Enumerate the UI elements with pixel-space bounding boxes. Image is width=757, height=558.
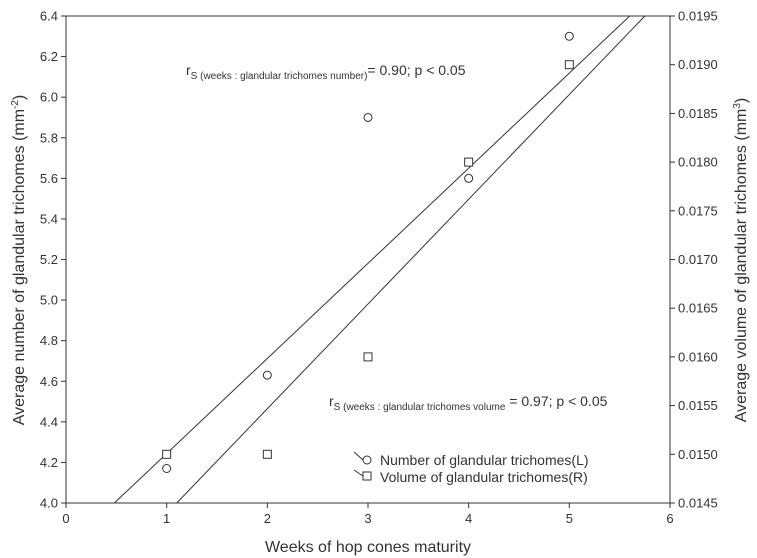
y-tick-label: 4.8 <box>40 333 58 348</box>
x-tick-label: 1 <box>163 511 170 526</box>
x-tick-label: 0 <box>62 511 69 526</box>
y2-tick-label: 0.0150 <box>678 447 718 462</box>
y-tick-label: 4.0 <box>40 496 58 511</box>
x-tick-label: 2 <box>264 511 271 526</box>
regression-line-left <box>113 15 631 504</box>
y-tick-label: 5.8 <box>40 130 58 145</box>
y-axis-left-ticks: 4.0 4.2 4.4 4.6 4.8 5.0 5.2 5.4 5.6 5.8 6.0 6.2 6.4 <box>40 9 66 511</box>
y-tick-label: 6.4 <box>40 9 58 24</box>
y2-tick-label: 0.0195 <box>678 9 718 24</box>
x-tick-label: 5 <box>566 511 573 526</box>
y2-tick-label: 0.0170 <box>678 252 718 267</box>
y-tick-label: 4.4 <box>40 414 58 429</box>
legend-circle-marker <box>362 455 372 465</box>
data-point-circle <box>262 370 272 380</box>
data-point-circle <box>464 173 474 183</box>
y-tick-label: 5.6 <box>40 171 58 186</box>
y-axis-left-title: Average number of glandular trichomes (m… <box>10 95 28 426</box>
legend-square-marker <box>362 471 372 481</box>
legend-line-square <box>353 469 364 477</box>
x-tick-label: 3 <box>364 511 371 526</box>
plot-frame <box>65 15 671 504</box>
data-point-square <box>564 60 574 70</box>
y2-tick-label: 0.0175 <box>678 203 718 218</box>
data-point-circle <box>363 112 373 122</box>
y-tick-label: 4.6 <box>40 374 58 389</box>
legend-line-circle <box>353 451 364 461</box>
y-tick-label: 5.2 <box>40 252 58 267</box>
y-tick-label: 4.2 <box>40 455 58 470</box>
data-point-circle <box>564 31 574 41</box>
x-axis-ticks: 0 1 2 3 4 5 6 <box>62 503 674 526</box>
data-point-square <box>363 352 373 362</box>
y-tick-label: 6.0 <box>40 90 58 105</box>
x-tick-label: 4 <box>465 511 472 526</box>
y2-tick-label: 0.0145 <box>678 496 718 511</box>
legend-label-volume: Volume of glandular trichomes(R) <box>380 469 588 485</box>
y2-tick-label: 0.0185 <box>678 106 718 121</box>
spearman-annotation-number: rS (weeks : glandular trichomes number)=… <box>186 62 466 82</box>
data-point-square <box>262 449 272 459</box>
y2-tick-label: 0.0165 <box>678 301 718 316</box>
data-marks <box>162 31 574 474</box>
x-axis-title: Weeks of hop cones maturity <box>265 539 471 556</box>
data-point-square <box>464 157 474 167</box>
regression-line-right <box>176 15 646 504</box>
legend: Number of glandular trichomes(L) Volume … <box>353 451 589 485</box>
y2-tick-label: 0.0155 <box>678 398 718 413</box>
y2-tick-label: 0.0160 <box>678 349 718 364</box>
y-axis-right-ticks: 0.0145 0.0150 0.0155 0.0160 0.0165 0.0170 0.01… <box>670 9 718 511</box>
legend-label-number: Number of glandular trichomes(L) <box>380 452 589 468</box>
y-tick-label: 5.0 <box>40 293 58 308</box>
fit-lines <box>113 15 646 504</box>
y-tick-label: 5.4 <box>40 211 58 226</box>
data-point-circle <box>162 464 172 474</box>
x-tick-label: 6 <box>666 511 673 526</box>
data-point-square <box>162 449 172 459</box>
y2-tick-label: 0.0190 <box>678 57 718 72</box>
spearman-annotation-volume: rS (weeks : glandular trichomes volume =… <box>329 393 608 413</box>
y-tick-label: 6.2 <box>40 49 58 64</box>
y2-tick-label: 0.0180 <box>678 155 718 170</box>
y-axis-right-title: Average volume of glandular trichomes (m… <box>732 98 750 423</box>
